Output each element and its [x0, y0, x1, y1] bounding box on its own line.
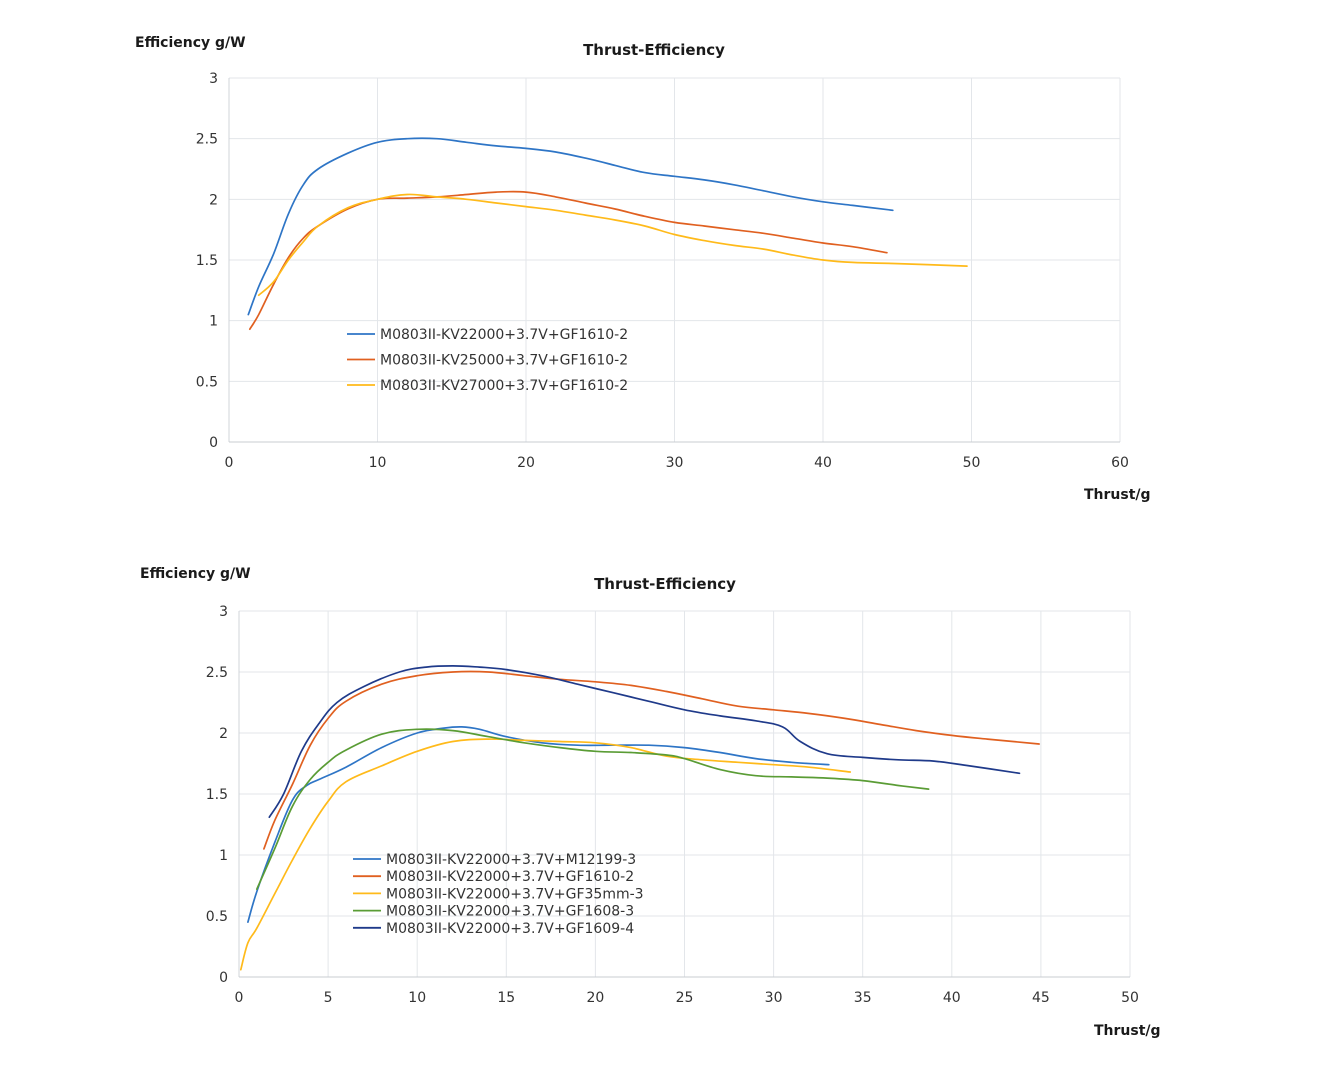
x-tick-label: 15	[497, 990, 515, 1006]
legend-item: M0803II-KV22000+3.7V+GF1608-3	[353, 904, 634, 920]
chart-bottom: Efficiency g/W Thrust-Efficiency Thrust/…	[0, 530, 1320, 1087]
x-tick-label: 20	[517, 455, 535, 471]
x-tick-label: 35	[854, 990, 872, 1006]
y-tick-label: 1.5	[196, 253, 218, 269]
y-tick-label: 3	[209, 71, 218, 87]
legend-item: M0803II-KV22000+3.7V+M12199-3	[353, 852, 636, 868]
legend-label: M0803II-KV27000+3.7V+GF1610-2	[380, 378, 628, 394]
chart-top-svg: Efficiency g/W Thrust-Efficiency Thrust/…	[135, 35, 1151, 503]
x-tick-label: 20	[586, 990, 604, 1006]
y-tick-label: 1	[219, 848, 228, 864]
y-tick-label: 0	[219, 970, 228, 986]
x-tick-label: 45	[1032, 990, 1050, 1006]
gridlines	[228, 77, 1121, 443]
legend-label: M0803II-KV22000+3.7V+M12199-3	[386, 852, 636, 868]
series-line-2	[248, 190, 888, 331]
y-tick-label: 2	[219, 726, 228, 742]
legend-label: M0803II-KV22000+3.7V+GF1608-3	[386, 904, 634, 920]
x-tick-label: 50	[1121, 990, 1139, 1006]
legend-item: M0803II-KV22000+3.7V+GF1609-4	[353, 921, 634, 937]
series-line-4	[255, 728, 930, 891]
series-line-5	[268, 665, 1021, 819]
y-axis-label: Efficiency g/W	[135, 35, 246, 51]
legend-item: M0803II-KV22000+3.7V+GF35mm-3	[353, 886, 644, 902]
x-tick-label: 60	[1111, 455, 1129, 471]
plot-area: 00.511.522.530 10 20 30 40 50 60	[196, 71, 1129, 471]
x-tick-label: 50	[963, 455, 981, 471]
y-tick-label: 2	[209, 192, 218, 208]
series-line-3	[257, 193, 968, 297]
y-tick-label: 1	[209, 314, 218, 330]
x-tick-label: 30	[666, 455, 684, 471]
legend-item: M0803II-KV27000+3.7V+GF1610-2	[347, 378, 628, 394]
x-tick-label: 40	[814, 455, 832, 471]
chart-title: Thrust-Efficiency	[594, 575, 736, 593]
chart-title: Thrust-Efficiency	[583, 41, 725, 59]
series-line-1	[247, 725, 830, 923]
legend-item: M0803II-KV22000+3.7V+GF1610-2	[347, 327, 628, 343]
x-tick-label: 25	[676, 990, 694, 1006]
x-axis-label: Thrust/g	[1084, 487, 1151, 503]
y-tick-label: 2.5	[206, 665, 228, 681]
legend-label: M0803II-KV22000+3.7V+GF1610-2	[380, 327, 628, 343]
plot-area: 00.511.522.530 5 10 15 20 25 30 35 40 45 50	[206, 604, 1139, 1006]
y-tick-label: 3	[219, 604, 228, 620]
series-line-3	[239, 738, 852, 971]
series-line-1	[247, 137, 894, 316]
gridlines	[238, 610, 1131, 978]
chart-bottom-svg: Efficiency g/W Thrust-Efficiency Thrust/…	[140, 566, 1161, 1039]
legend-label: M0803II-KV22000+3.7V+GF35mm-3	[386, 886, 644, 902]
series-line-2	[263, 670, 1040, 850]
x-tick-label: 5	[324, 990, 333, 1006]
y-tick-label: 1.5	[206, 787, 228, 803]
y-tick-label: 0	[209, 435, 218, 451]
chart-top: Efficiency g/W Thrust-Efficiency Thrust/…	[0, 0, 1320, 530]
y-tick-label: 2.5	[196, 132, 218, 148]
legend: M0803II-KV22000+3.7V+GF1610-2 M0803II-KV2…	[347, 327, 628, 394]
legend: M0803II-KV22000+3.7V+M12199-3M0803II-KV2…	[353, 852, 644, 937]
y-tick-label: 0.5	[206, 909, 228, 925]
x-tick-label: 10	[369, 455, 387, 471]
legend-item: M0803II-KV25000+3.7V+GF1610-2	[347, 353, 628, 369]
legend-label: M0803II-KV22000+3.7V+GF1610-2	[386, 869, 634, 885]
x-tick-label: 10	[408, 990, 426, 1006]
x-tick-label: 0	[225, 455, 234, 471]
x-tick-label: 40	[943, 990, 961, 1006]
legend-item: M0803II-KV22000+3.7V+GF1610-2	[353, 869, 634, 885]
x-tick-label: 0	[235, 990, 244, 1006]
x-axis-label: Thrust/g	[1094, 1023, 1161, 1039]
y-tick-label: 0.5	[196, 374, 218, 390]
x-tick-label: 30	[765, 990, 783, 1006]
legend-label: M0803II-KV25000+3.7V+GF1610-2	[380, 353, 628, 369]
y-axis-label: Efficiency g/W	[140, 566, 251, 582]
legend-label: M0803II-KV22000+3.7V+GF1609-4	[386, 921, 634, 937]
